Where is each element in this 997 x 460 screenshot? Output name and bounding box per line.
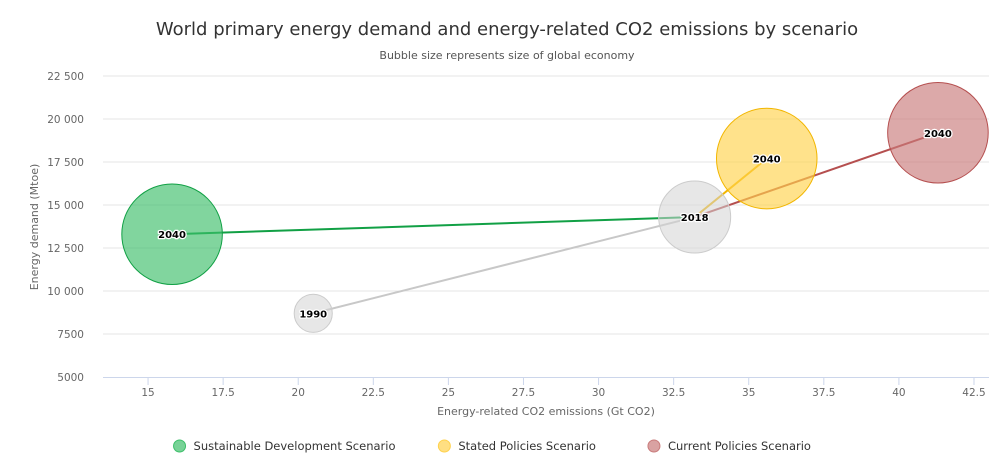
legend: Sustainable Development Scenario Stated P… — [173, 439, 811, 453]
legend-item-2: Current Policies Scenario — [647, 439, 811, 453]
legend-marker-0 — [173, 439, 187, 453]
x-tick-label: 27.5 — [512, 387, 535, 399]
chart-subtitle: Bubble size represents size of global ec… — [379, 49, 635, 62]
y-tick-label: 10 000 — [47, 286, 84, 298]
x-tick-label: 25 — [442, 387, 455, 399]
legend-marker-2 — [647, 439, 661, 453]
x-tick-label: 17.5 — [211, 387, 234, 399]
scenario-bubble-1 — [715, 107, 818, 210]
y-axis-title: Energy demand (Mtoe) — [28, 164, 41, 291]
point-label-1: 2040 — [753, 155, 781, 166]
axes: 5000 7500 10 000 12 500 15 000 17 500 20 000 22… — [47, 71, 989, 399]
grid — [103, 75, 989, 335]
scenario-bubble-0 — [121, 183, 223, 286]
y-tick-label: 22 500 — [47, 71, 84, 83]
point-label-2018: 2018 — [681, 213, 709, 224]
x-tick-label: 22.5 — [362, 387, 385, 399]
scenario-line-0 — [172, 216, 695, 236]
point-labels: 1990 2018 2040 2040 2040 — [157, 128, 953, 322]
point-label-1990: 1990 — [299, 309, 327, 320]
y-tick-label: 12 500 — [47, 243, 84, 255]
y-tick-label: 15 000 — [47, 200, 84, 212]
point-label-2: 2040 — [924, 129, 952, 140]
scenario-bubble-2 — [887, 81, 989, 184]
x-tick-label: 32.5 — [662, 387, 685, 399]
chart-title: World primary energy demand and energy-r… — [156, 19, 858, 40]
point-label-0: 2040 — [158, 230, 186, 241]
x-tick-label: 35 — [742, 387, 755, 399]
x-tick-label: 42.5 — [962, 387, 985, 399]
y-tick-label: 7500 — [57, 329, 84, 341]
y-tick-label: 20 000 — [47, 114, 84, 126]
legend-item-1: Stated Policies Scenario — [437, 439, 596, 453]
legend-label-1: Stated Policies Scenario — [458, 439, 596, 453]
x-tick-label: 15 — [141, 387, 154, 399]
history-line — [312, 216, 695, 315]
x-tick-label: 30 — [592, 387, 605, 399]
history-bubble-1990 — [293, 293, 333, 333]
bubbles — [121, 81, 989, 333]
legend-label-2: Current Policies Scenario — [668, 439, 811, 453]
y-tick-label: 5000 — [57, 372, 84, 384]
legend-marker-1 — [437, 439, 451, 453]
x-tick-label: 20 — [292, 387, 305, 399]
x-tick-label: 40 — [892, 387, 905, 399]
x-tick-label: 37.5 — [812, 387, 835, 399]
y-tick-label: 17 500 — [47, 157, 84, 169]
legend-label-0: Sustainable Development Scenario — [194, 439, 396, 453]
legend-item-0: Sustainable Development Scenario — [173, 439, 396, 453]
x-axis-title: Energy-related CO2 emissions (Gt CO2) — [437, 405, 655, 418]
connector-lines — [172, 131, 939, 315]
history-bubble-2018 — [658, 180, 732, 254]
